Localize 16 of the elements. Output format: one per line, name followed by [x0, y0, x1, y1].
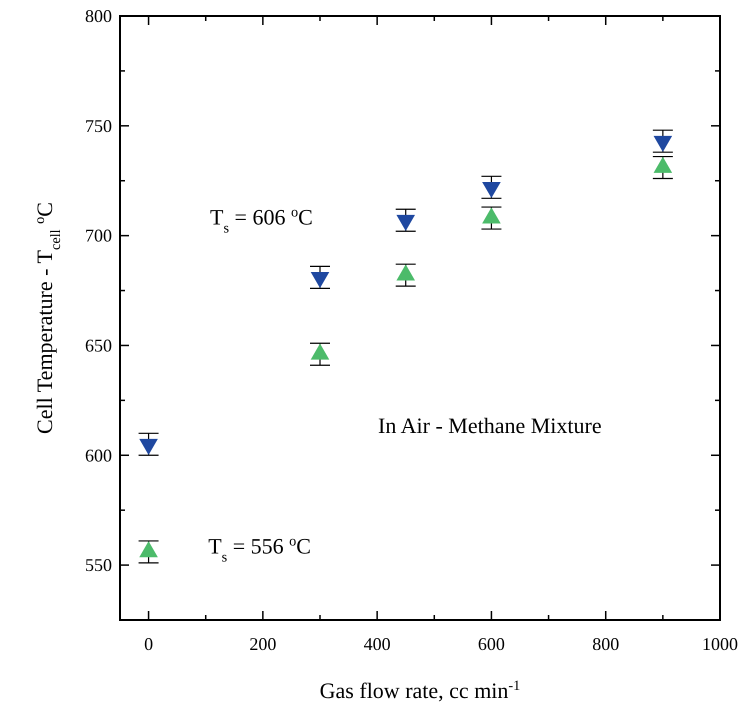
x-tick-label: 400 [364, 634, 391, 654]
x-tick-label: 1000 [702, 634, 738, 654]
annotation: In Air - Methane Mixture [378, 412, 602, 438]
x-tick-label: 800 [592, 634, 620, 654]
y-tick-label: 600 [85, 445, 112, 466]
y-tick-label: 650 [85, 335, 112, 356]
y-tick-label: 700 [85, 226, 112, 246]
y-tick-label: 800 [85, 6, 112, 26]
x-tick-label: 0 [144, 634, 154, 654]
x-tick-label: 200 [249, 634, 276, 654]
y-tick-label: 750 [85, 116, 112, 136]
annotation: T$_{s}$ = 556 $^{o}$C [208, 534, 311, 566]
x-tick-label: 600 [478, 634, 505, 654]
annotation: T$_{s}$ = 606 $^{o}$C [210, 204, 313, 236]
x-axis-title: Gas flow rate, cc min$^{-1}$ [320, 678, 520, 703]
y-tick-label: 550 [85, 555, 112, 576]
